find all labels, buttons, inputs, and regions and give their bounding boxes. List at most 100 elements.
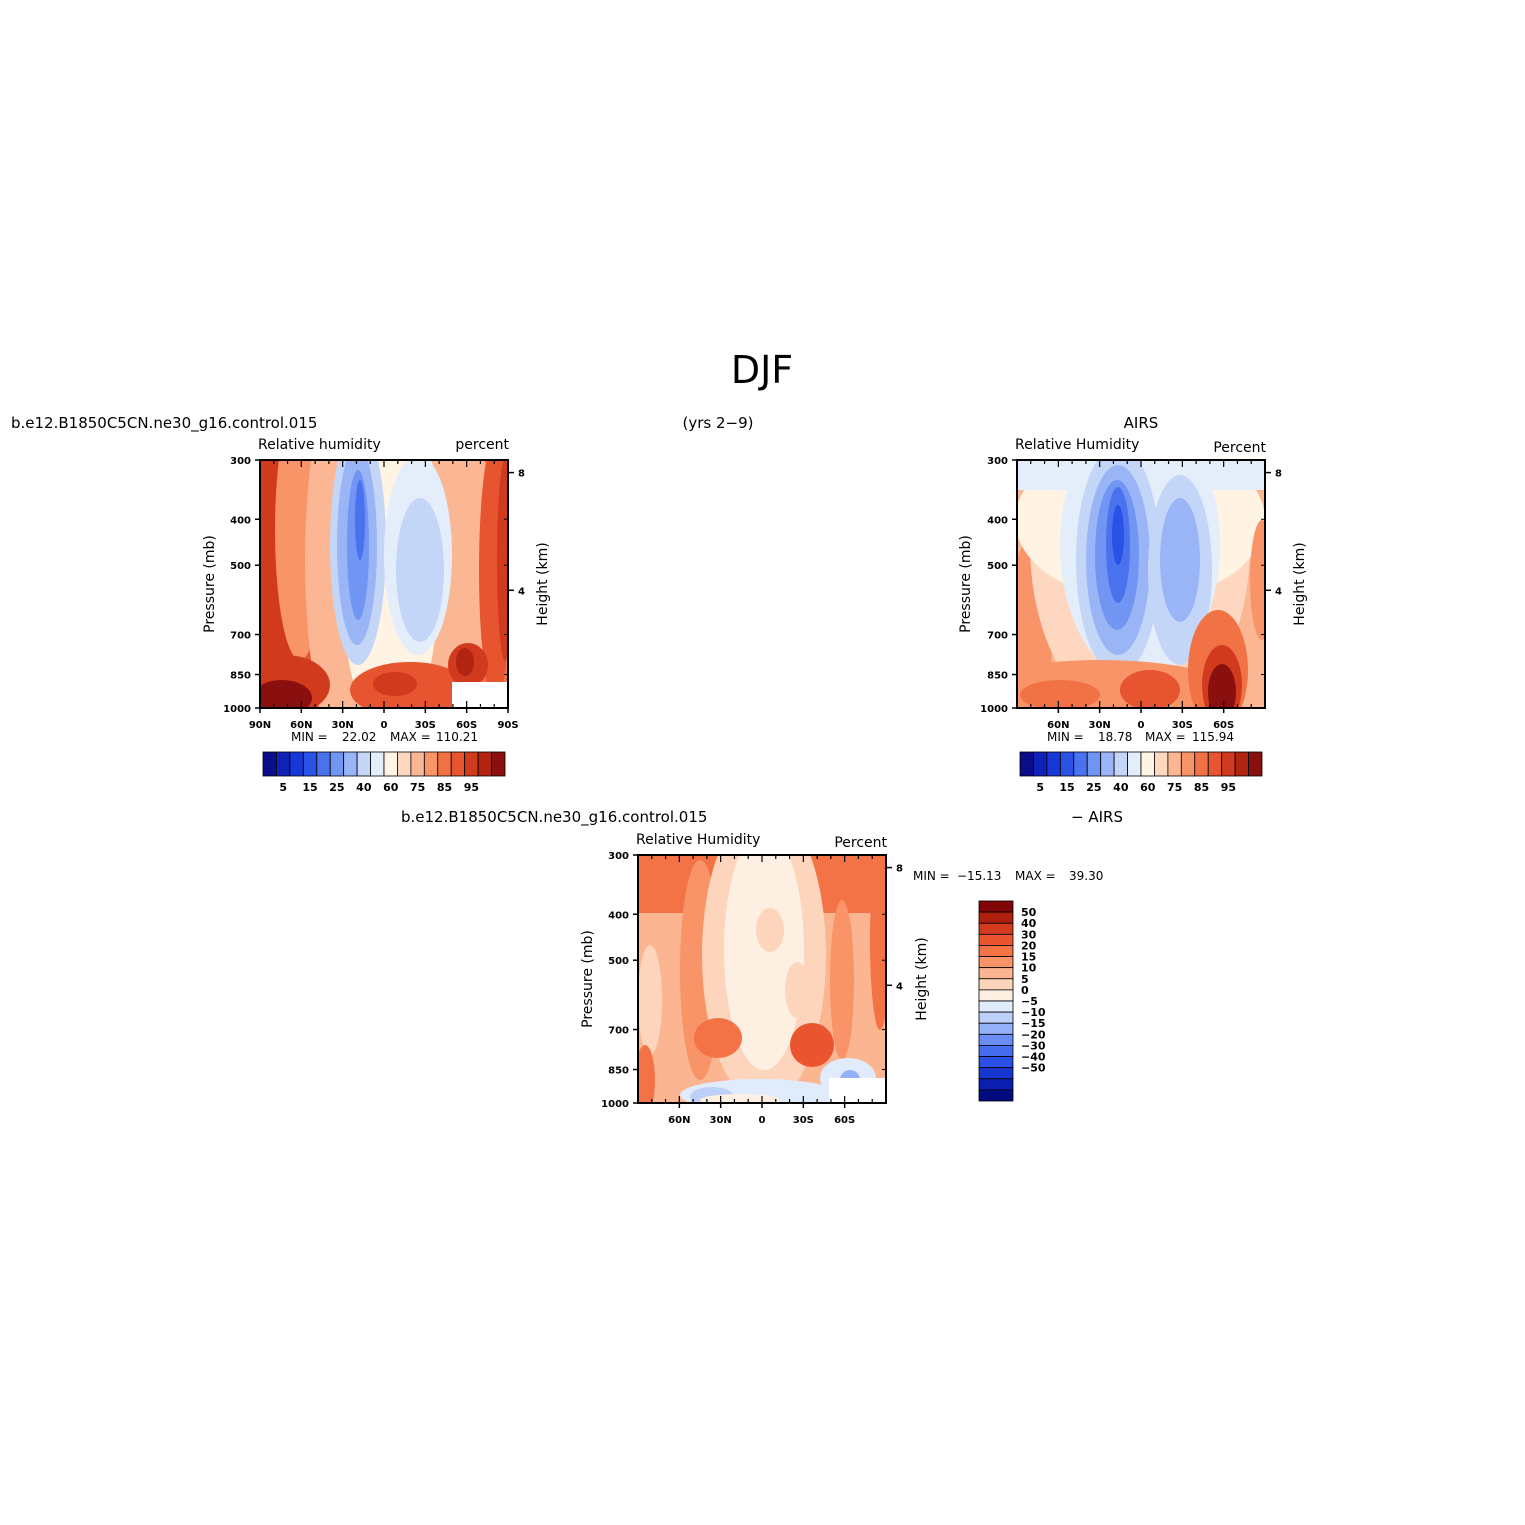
panel-diff-y2tick-label: 8 <box>896 864 903 875</box>
panel-diff-ytick-label: 850 <box>608 1066 629 1077</box>
panel-model-colorbar-box <box>410 751 425 777</box>
panel-airs-xtick-label: 60S <box>1213 720 1234 731</box>
panel-airs-axes: 300 400 500 700 850 1000 8 4 60N 30N 0 30S 60S <box>980 456 1282 731</box>
panel-model-subtitle: b.e12.B1850C5CN.ne30_g16.control.015 <box>11 414 317 433</box>
panel-diff-colorbar-box <box>978 1078 1014 1091</box>
panel-model-colorbar-label: 25 <box>329 781 344 794</box>
panel-diff-min-value: −15.13 <box>957 869 1001 883</box>
years-label: (yrs 2−9) <box>683 414 754 432</box>
panel-airs-min-label: MIN = <box>1047 730 1084 744</box>
panel-diff-xtick-label: 0 <box>759 1115 766 1126</box>
panel-airs-colorbar-box <box>1207 751 1223 777</box>
figure-title: DJF <box>731 348 793 392</box>
panel-diff-colorbar-label: −20 <box>1021 1028 1046 1041</box>
panel-airs-colorbar-box <box>1086 751 1102 777</box>
panel-diff-colorbar-label: 5 <box>1021 973 1029 986</box>
panel-diff-colorbar-label: −30 <box>1021 1039 1046 1052</box>
panel-airs-colorbar-box <box>1100 751 1115 777</box>
panel-model-ytick-label: 700 <box>230 631 251 642</box>
panel-model-y2label: Height (km) <box>535 542 551 625</box>
panel-model-colorbar-box <box>289 751 304 777</box>
panel-airs-colorbar-box <box>1140 751 1155 777</box>
panel-diff-colorbar-box <box>978 1000 1014 1013</box>
panel-diff-colorbar-box <box>978 1089 1014 1102</box>
panel-airs-ytick-label: 300 <box>987 456 1008 467</box>
panel-model-colorbar-box <box>423 751 439 777</box>
panel-model-colorbar-box <box>329 751 345 777</box>
panel-airs-colorbar-box <box>1019 751 1034 777</box>
panel-model-max-label: MAX = <box>390 730 431 744</box>
panel-model-colorbar-box <box>437 751 452 777</box>
panel-model: b.e12.B1850C5CN.ne30_g16.control.015 Rel… <box>11 414 551 794</box>
panel-airs-ylabel: Pressure (mb) <box>958 535 974 633</box>
panel-model-ylabel: Pressure (mb) <box>202 535 218 633</box>
panel-model-colorbar-box <box>450 751 466 777</box>
panel-diff-colorbar-box <box>978 989 1014 1002</box>
panel-model-colorbar-box <box>343 751 358 777</box>
panel-airs-colorbar-box <box>1059 751 1075 777</box>
panel-airs: AIRS Relative Humidity Percent 3 <box>958 414 1308 794</box>
panel-model-ytick-label: 500 <box>230 561 251 572</box>
panel-diff-colorbar-label: 15 <box>1021 951 1036 964</box>
panel-airs-colorbar-box <box>1221 751 1236 777</box>
panel-airs-xtick-label: 60N <box>1047 720 1069 731</box>
panel-airs-max-label: MAX = <box>1145 730 1186 744</box>
panel-airs-colorbar-label: 75 <box>1167 781 1182 794</box>
panel-airs-colorbar-box <box>1073 751 1088 777</box>
panel-airs-ytick-label: 500 <box>987 561 1008 572</box>
panel-airs-left-label: Relative Humidity <box>1015 437 1139 453</box>
panel-airs-colorbar-label: 95 <box>1221 781 1236 794</box>
panel-model-xtick-label: 60S <box>456 720 477 731</box>
panel-model-colorbar-label: 75 <box>410 781 425 794</box>
panel-diff-colorbar-label: 10 <box>1021 962 1037 975</box>
panel-airs-colorbar: 5 15 25 40 60 75 85 95 <box>1019 751 1263 794</box>
panel-diff-colorbar-label: 50 <box>1021 906 1037 919</box>
panel-airs-right-label: Percent <box>1213 440 1266 456</box>
panel-model-colorbar-label: 60 <box>383 781 399 794</box>
panel-model-ytick-label: 850 <box>230 671 251 682</box>
panel-diff-colorbar-label: 30 <box>1021 928 1037 941</box>
panel-diff: b.e12.B1850C5CN.ne30_g16.control.015 − A… <box>401 808 1123 1126</box>
panel-airs-ytick-label: 850 <box>987 671 1008 682</box>
panel-airs-colorbar-box <box>1113 751 1128 777</box>
panel-airs-colorbar-label: 60 <box>1140 781 1156 794</box>
panel-diff-field <box>638 855 886 1103</box>
panel-model-colorbar-box <box>370 751 385 777</box>
panel-diff-colorbar-label: −10 <box>1021 1006 1046 1019</box>
panel-airs-min-value: 18.78 <box>1098 730 1132 744</box>
panel-airs-colorbar-box <box>1248 751 1263 777</box>
panel-diff-colorbar-label: −15 <box>1021 1017 1046 1030</box>
panel-diff-colorbar-box <box>978 922 1014 935</box>
panel-airs-xtick-label: 30S <box>1172 720 1193 731</box>
panel-model-colorbar-label: 40 <box>356 781 372 794</box>
panel-model-colorbar-box <box>262 751 277 777</box>
panel-diff-colorbar-box <box>978 911 1014 924</box>
panel-model-colorbar-box <box>356 751 371 777</box>
panel-model-colorbar-label: 95 <box>464 781 479 794</box>
panel-diff-colorbar-label: 40 <box>1021 917 1037 930</box>
panel-model-colorbar-box <box>477 751 492 777</box>
panel-airs-xtick-label: 0 <box>1138 720 1145 731</box>
panel-diff-ytick-label: 300 <box>608 851 629 862</box>
panel-airs-max-value: 115.94 <box>1192 730 1234 744</box>
panel-diff-colorbar-label: 0 <box>1021 984 1029 997</box>
panel-diff-colorbar-label: −5 <box>1021 995 1038 1008</box>
panel-diff-colorbar-box <box>978 945 1014 957</box>
panel-airs-y2tick-label: 4 <box>1275 586 1282 597</box>
panel-model-colorbar-label: 85 <box>437 781 452 794</box>
panel-model-xtick-label: 90N <box>249 720 271 731</box>
panel-airs-colorbar-label: 40 <box>1113 781 1129 794</box>
panel-airs-field <box>1017 460 1265 708</box>
panel-diff-subtitle: b.e12.B1850C5CN.ne30_g16.control.015 <box>401 808 707 827</box>
panel-model-colorbar-box <box>383 751 398 777</box>
panel-diff-colorbar-label: 20 <box>1021 939 1037 952</box>
panel-model-min-value: 22.02 <box>342 730 376 744</box>
panel-airs-colorbar-box <box>1194 751 1209 777</box>
panel-airs-colorbar-box <box>1234 751 1249 777</box>
panel-diff-xtick-label: 60S <box>834 1115 855 1126</box>
panel-diff-ytick-label: 400 <box>608 910 629 921</box>
panel-model-colorbar-box <box>316 751 331 777</box>
panel-diff-axes: 300 400 500 700 850 1000 8 4 60N 30N 0 30S 60S <box>601 851 903 1126</box>
panel-model-ytick-label: 400 <box>230 515 251 526</box>
